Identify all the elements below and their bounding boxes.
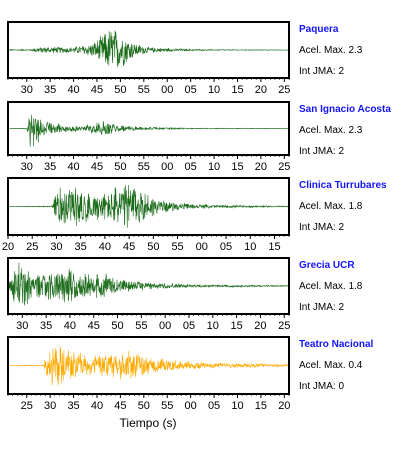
x-tick-label: 40 [67, 84, 79, 96]
waveform-trace [7, 114, 290, 147]
panel-1: 30 35 40 45 50 55 00 05 10 15 20 25 Paquera Acel. Max… [7, 21, 363, 96]
x-tick-label: 00 [159, 320, 171, 332]
x-tick-label: 40 [67, 161, 79, 173]
x-tick-label: 05 [185, 161, 197, 173]
x-tick-label: 45 [114, 400, 126, 412]
x-tick-label: 25 [278, 161, 290, 173]
x-tick-label: 50 [114, 161, 126, 173]
station-name: Grecia UCR [299, 260, 355, 271]
x-tick-label: 30 [44, 400, 56, 412]
x-tick-label: 10 [231, 400, 243, 412]
x-tick-label: 05 [183, 320, 195, 332]
panel-4: 30 35 40 45 50 55 00 05 10 15 20 25 Grecia UCR Acel. … [7, 257, 363, 332]
x-axis-label: Tiempo (s) [120, 416, 177, 430]
x-tick-label: 10 [208, 84, 220, 96]
x-tick-label: 55 [138, 161, 150, 173]
x-tick-label: 30 [21, 84, 33, 96]
x-tick-label: 10 [208, 161, 220, 173]
station-name: Clinica Turrubares [299, 180, 387, 191]
jma-intensity-label: Int JMA: 2 [299, 146, 344, 157]
x-tick-label: 05 [208, 400, 220, 412]
x-tick-label: 15 [268, 241, 280, 253]
x-tick-label: 00 [161, 161, 173, 173]
x-tick-label: 05 [185, 84, 197, 96]
x-tick-label: 40 [99, 241, 111, 253]
panel-3: 20 25 30 35 40 45 50 55 00 05 10 15 Clinica Turrubar… [2, 177, 387, 253]
x-tick-label: 45 [123, 241, 135, 253]
acel-max-label: Acel. Max. 2.3 [299, 45, 363, 56]
jma-intensity-label: Int JMA: 2 [299, 66, 344, 77]
x-tick-label: 35 [44, 84, 56, 96]
x-tick-label: 25 [21, 400, 33, 412]
x-tick-label: 05 [220, 241, 232, 253]
station-name: Teatro Nacional [299, 339, 373, 350]
x-tick-label: 10 [244, 241, 256, 253]
x-tick-label: 55 [135, 320, 147, 332]
station-name: Paquera [299, 24, 339, 35]
x-tick-label: 25 [278, 84, 290, 96]
x-tick-label: 15 [255, 400, 267, 412]
x-tick-label: 45 [88, 320, 100, 332]
panel-2: 30 35 40 45 50 55 00 05 10 15 20 25 San Ignacio Acos… [7, 101, 391, 173]
acel-max-label: Acel. Max. 0.4 [299, 360, 363, 371]
x-tick-label: 30 [16, 320, 28, 332]
x-tick-label: 15 [231, 84, 243, 96]
x-tick-label: 55 [171, 241, 183, 253]
x-tick-label: 15 [230, 320, 242, 332]
jma-intensity-label: Int JMA: 0 [299, 381, 344, 392]
x-tick-label: 25 [26, 241, 38, 253]
x-tick-label: 50 [138, 400, 150, 412]
panel-5: 25 30 35 40 45 50 55 00 05 10 15 20 Teatro Nacional A… [7, 336, 373, 412]
x-tick-label: 50 [147, 241, 159, 253]
x-tick-label: 50 [114, 84, 126, 96]
x-tick-label: 10 [207, 320, 219, 332]
x-tick-label: 35 [75, 241, 87, 253]
x-tick-label: 20 [255, 161, 267, 173]
acel-max-label: Acel. Max. 1.8 [299, 281, 363, 292]
x-tick-label: 45 [91, 161, 103, 173]
x-tick-label: 25 [278, 320, 290, 332]
x-tick-label: 00 [161, 84, 173, 96]
x-tick-label: 20 [2, 241, 14, 253]
x-tick-label: 30 [21, 161, 33, 173]
panel-frame [7, 257, 290, 315]
waveform-trace [7, 184, 290, 228]
x-tick-label: 30 [50, 241, 62, 253]
x-tick-label: 55 [138, 84, 150, 96]
panels: 30 35 40 45 50 55 00 05 10 15 20 25 Paquera Acel. Max… [2, 21, 391, 412]
x-tick-label: 45 [91, 84, 103, 96]
waveform-trace [7, 346, 290, 386]
jma-intensity-label: Int JMA: 2 [299, 302, 344, 313]
acel-max-label: Acel. Max. 1.8 [299, 201, 363, 212]
station-name: San Ignacio Acosta [299, 104, 391, 115]
waveform-trace [7, 262, 290, 306]
x-tick-label: 00 [196, 241, 208, 253]
x-tick-label: 40 [64, 320, 76, 332]
x-tick-label: 35 [44, 161, 56, 173]
x-tick-label: 20 [254, 320, 266, 332]
x-tick-label: 20 [255, 84, 267, 96]
x-tick-label: 00 [185, 400, 197, 412]
x-tick-label: 15 [231, 161, 243, 173]
x-tick-label: 20 [278, 400, 290, 412]
x-tick-label: 55 [161, 400, 173, 412]
x-tick-label: 35 [40, 320, 52, 332]
acel-max-label: Acel. Max. 2.3 [299, 125, 363, 136]
waveform-trace [7, 30, 290, 68]
x-tick-label: 35 [67, 400, 79, 412]
x-tick-label: 50 [111, 320, 123, 332]
jma-intensity-label: Int JMA: 2 [299, 222, 344, 233]
x-tick-label: 40 [91, 400, 103, 412]
